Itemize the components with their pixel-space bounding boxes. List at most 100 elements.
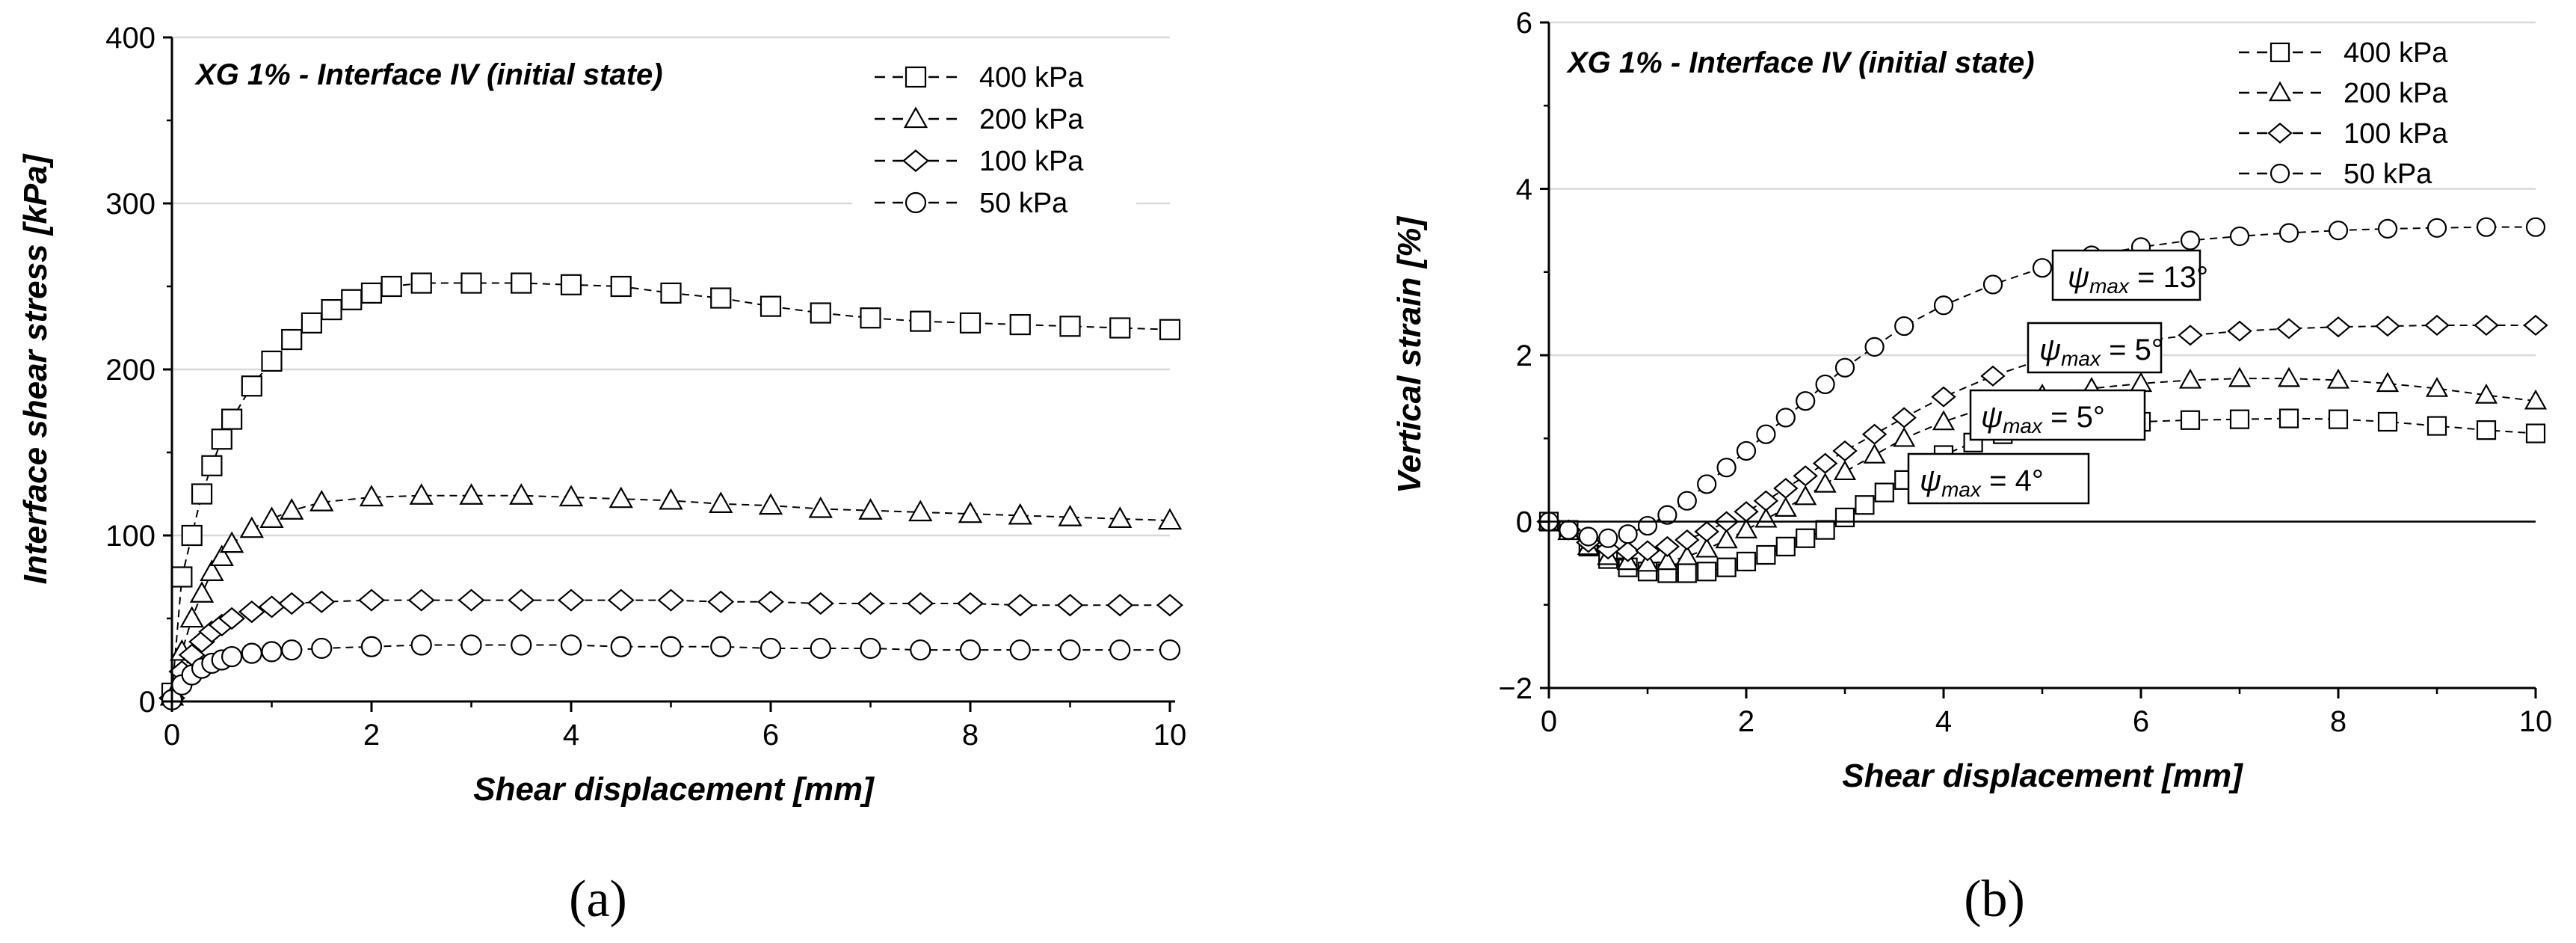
data-point xyxy=(1756,544,1776,565)
data-point xyxy=(1874,482,1894,503)
psi-annotation-13deg: ψmax = 13° xyxy=(2051,249,2208,301)
data-point xyxy=(2525,217,2546,237)
panel-b-legend-entry: 200 kPa xyxy=(2216,70,2500,109)
panel-b-chart: −2 0 2 4 6 0 2 4 6 8 10 XG 1% - Interface IV (init… xyxy=(1391,7,2552,928)
data-point xyxy=(1677,563,1697,583)
data-point xyxy=(2178,368,2202,389)
data-point xyxy=(2278,223,2299,243)
panel-a-legend-entry: 200 kPa xyxy=(852,96,1136,135)
data-point xyxy=(1059,316,1081,337)
panel-a-series-400-kpa xyxy=(161,272,1181,704)
data-point xyxy=(707,590,735,613)
data-point xyxy=(1796,391,1816,411)
data-point xyxy=(2328,409,2349,429)
data-point xyxy=(191,483,213,505)
data-point xyxy=(1756,424,1776,444)
data-point xyxy=(2425,377,2449,397)
panel-b-x-axis-label: Shear displacement [mm] xyxy=(1842,758,2243,794)
data-point xyxy=(1891,407,1917,429)
panel-a-chart: 0 100 200 300 400 0 2 4 6 8 10 XG 1% - Interface I… xyxy=(17,22,1186,928)
data-point xyxy=(511,634,532,656)
data-point xyxy=(261,641,283,663)
data-point xyxy=(657,589,685,612)
data-point xyxy=(1009,313,1031,336)
data-point xyxy=(2474,314,2499,336)
panel-a-y-tick-label: 200 xyxy=(105,354,155,387)
data-point xyxy=(1775,408,1796,428)
data-point xyxy=(171,566,193,588)
legend-entry-bg xyxy=(852,138,1136,173)
data-point xyxy=(1774,497,1797,517)
data-point xyxy=(1773,477,1799,500)
legend-entry-bg xyxy=(2216,111,2500,145)
data-point xyxy=(1812,452,1838,474)
data-point xyxy=(1736,551,1757,572)
data-point xyxy=(1894,316,1914,337)
annotation-box xyxy=(1969,389,2146,441)
data-point xyxy=(860,307,881,329)
data-point xyxy=(1861,423,1888,445)
legend-marker xyxy=(2267,122,2293,144)
data-point xyxy=(1834,507,1855,528)
legend-marker xyxy=(905,191,927,214)
data-point xyxy=(1636,551,1660,572)
data-point xyxy=(457,589,485,612)
legend-marker xyxy=(903,106,928,129)
annotation-box xyxy=(2051,249,2201,301)
data-point xyxy=(1716,458,1737,478)
data-point xyxy=(2524,389,2548,410)
series-line xyxy=(171,599,1170,698)
data-point xyxy=(808,496,833,518)
data-point xyxy=(407,589,435,612)
panel-a-y-tick-label: 0 xyxy=(139,686,155,719)
data-point xyxy=(1933,295,1954,316)
panel-b-x-tick-label: 4 xyxy=(1935,705,1952,738)
data-point xyxy=(1159,639,1181,661)
legend-entry-bg xyxy=(852,180,1136,215)
data-point xyxy=(281,639,303,661)
panel-a-x-axis-label: Shear displacement [mm] xyxy=(473,771,875,808)
data-point xyxy=(241,642,262,664)
data-point xyxy=(189,581,215,603)
panel-b-legend: 400 kPa 200 kPa 100 kPa 50 kPa xyxy=(2216,30,2500,190)
data-point xyxy=(218,606,246,630)
panel-b-y-tick-label: 2 xyxy=(1516,340,1532,372)
series-line xyxy=(171,644,1170,701)
data-point xyxy=(2377,411,2398,432)
data-point xyxy=(1657,505,1677,525)
data-point xyxy=(1834,357,1855,378)
data-point xyxy=(508,589,535,612)
data-point xyxy=(2375,316,2400,337)
psi-annotation-5deg-200kpa: ψmax = 5° xyxy=(1969,389,2146,441)
panel-a-x-tick-label: 4 xyxy=(563,719,579,752)
data-point xyxy=(1156,594,1183,617)
panel-a-y-axis-label: Interface shear stress [kPa] xyxy=(17,153,54,584)
panel-a-series-50-kpa xyxy=(161,634,1181,710)
panel-a-legend-entry: 400 kPa xyxy=(852,55,1136,93)
data-point xyxy=(211,429,232,450)
psi-annotation-4deg: ψmax = 4° xyxy=(1907,452,2090,505)
panel-a-x-tick-label: 6 xyxy=(762,719,779,752)
data-point xyxy=(810,302,831,324)
legend-marker xyxy=(905,66,927,88)
data-point xyxy=(259,506,284,528)
data-point xyxy=(709,491,733,513)
data-point xyxy=(959,639,982,661)
data-point xyxy=(1635,540,1660,562)
data-point xyxy=(1736,440,1757,461)
annotation-text: ψmax = 4° xyxy=(1920,464,2044,501)
data-point xyxy=(219,531,244,553)
data-point xyxy=(360,636,383,657)
data-point xyxy=(1109,317,1131,339)
panel-b-legend-entry: 50 kPa xyxy=(2216,151,2500,190)
data-point xyxy=(358,589,385,612)
data-point xyxy=(1056,594,1084,617)
annotation-box xyxy=(2027,322,2163,374)
data-point xyxy=(1815,374,1835,395)
panel-a-y-tick-label: 300 xyxy=(105,188,155,221)
data-point xyxy=(511,272,532,294)
legend-marker xyxy=(902,149,929,173)
data-point xyxy=(200,559,224,581)
data-point xyxy=(309,490,334,512)
